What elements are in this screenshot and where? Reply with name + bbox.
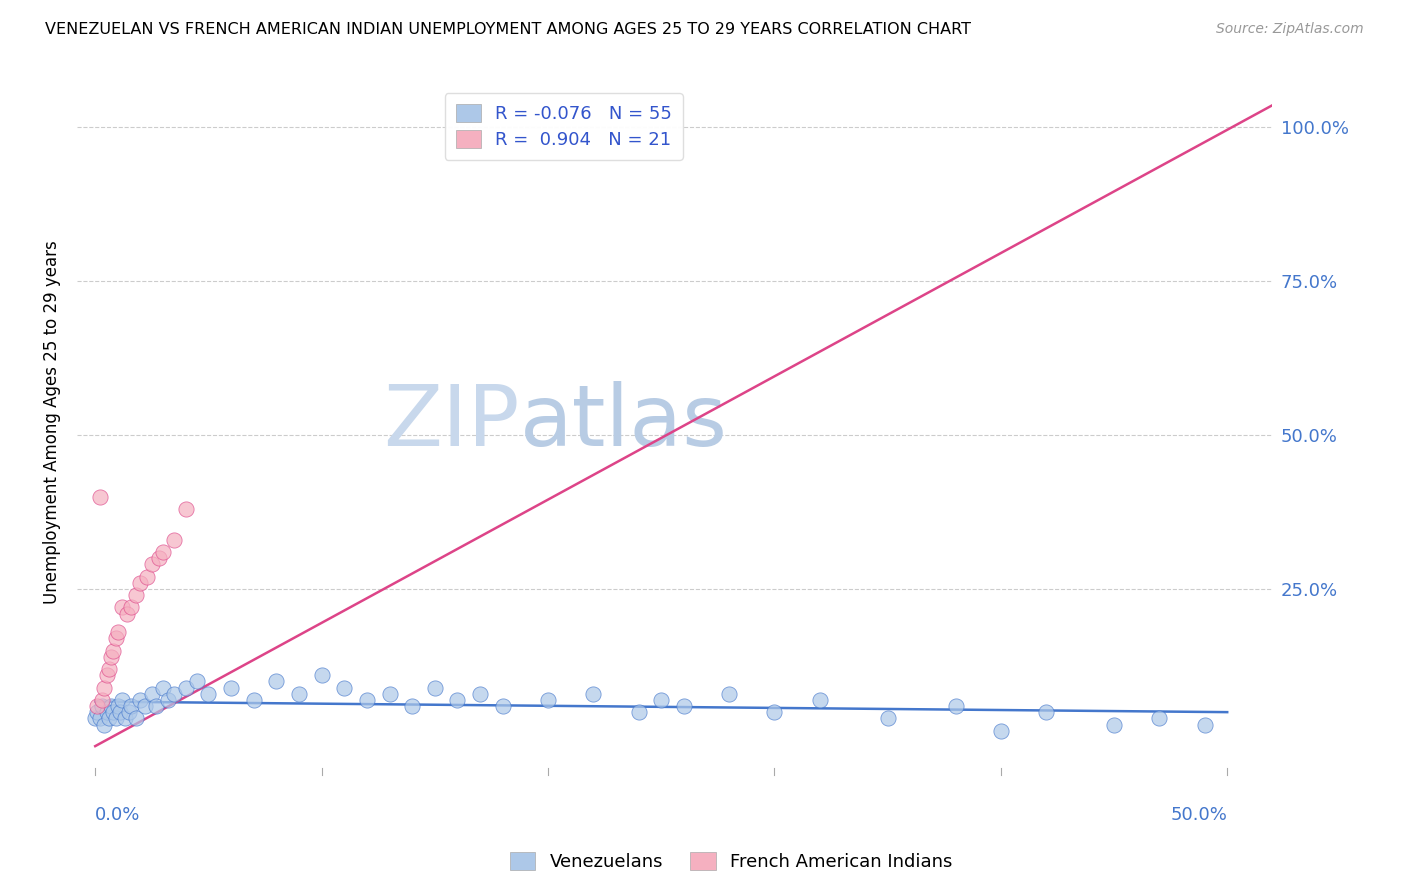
Point: [197, 687, 219, 701]
Point: [100, 699, 122, 714]
Text: 50.0%: 50.0%: [1170, 805, 1227, 823]
Point: [163, 533, 186, 547]
Point: [1102, 717, 1125, 731]
Point: [174, 501, 197, 516]
Point: [129, 693, 152, 707]
Point: [152, 681, 174, 695]
Point: [876, 711, 898, 725]
Point: [423, 681, 446, 695]
Point: [446, 693, 468, 707]
Point: [104, 632, 127, 646]
Point: [186, 674, 208, 689]
Point: [136, 569, 159, 583]
Point: [93, 681, 115, 695]
Point: [266, 674, 288, 689]
Y-axis label: Unemployment Among Ages 25 to 29 years: Unemployment Among Ages 25 to 29 years: [44, 241, 60, 605]
Point: [103, 643, 125, 657]
Point: [89, 490, 111, 504]
Point: [627, 705, 650, 719]
Point: [174, 681, 197, 695]
Point: [333, 681, 356, 695]
Point: [242, 693, 264, 707]
Point: [582, 687, 605, 701]
Point: [96, 705, 118, 719]
Point: [763, 705, 786, 719]
Point: [134, 699, 156, 714]
Point: [97, 662, 120, 676]
Point: [311, 668, 333, 682]
Point: [718, 687, 741, 701]
Point: [990, 723, 1012, 738]
Point: [672, 699, 695, 714]
Point: [114, 711, 136, 725]
Point: [107, 699, 129, 714]
Point: [141, 687, 163, 701]
Text: 0.0%: 0.0%: [96, 805, 141, 823]
Point: [125, 588, 148, 602]
Point: [86, 705, 108, 719]
Point: [1149, 711, 1171, 725]
Point: [89, 711, 111, 725]
Point: [537, 693, 560, 707]
Point: [96, 668, 118, 682]
Point: [97, 711, 120, 725]
Point: [808, 693, 831, 707]
Point: [111, 693, 134, 707]
Point: [945, 699, 967, 714]
Point: [1194, 717, 1216, 731]
Point: [219, 681, 242, 695]
Point: [91, 699, 114, 714]
Point: [103, 705, 125, 719]
Point: [120, 699, 142, 714]
Point: [492, 699, 515, 714]
Text: VENEZUELAN VS FRENCH AMERICAN INDIAN UNEMPLOYMENT AMONG AGES 25 TO 29 YEARS CORR: VENEZUELAN VS FRENCH AMERICAN INDIAN UNE…: [45, 22, 972, 37]
Point: [650, 693, 672, 707]
Point: [120, 600, 142, 615]
Point: [115, 607, 138, 621]
Point: [111, 600, 134, 615]
Point: [148, 551, 170, 566]
Point: [356, 693, 378, 707]
Point: [84, 711, 107, 725]
Point: [91, 693, 114, 707]
Point: [129, 575, 152, 590]
Legend: Venezuelans, French American Indians: Venezuelans, French American Indians: [503, 846, 959, 879]
Point: [288, 687, 311, 701]
Text: Source: ZipAtlas.com: Source: ZipAtlas.com: [1216, 22, 1364, 37]
Text: atlas: atlas: [519, 381, 727, 464]
Point: [401, 699, 423, 714]
Point: [86, 699, 108, 714]
Point: [104, 711, 127, 725]
Point: [145, 699, 167, 714]
Point: [100, 649, 122, 664]
Point: [141, 558, 163, 572]
Point: [125, 711, 148, 725]
Text: ZIP: ZIP: [382, 381, 519, 464]
Point: [93, 717, 115, 731]
Point: [118, 705, 141, 719]
Point: [163, 687, 186, 701]
Legend: R = -0.076   N = 55, R =  0.904   N = 21: R = -0.076 N = 55, R = 0.904 N = 21: [444, 94, 683, 160]
Point: [108, 705, 131, 719]
Point: [468, 687, 491, 701]
Point: [156, 693, 179, 707]
Point: [152, 545, 174, 559]
Point: [378, 687, 401, 701]
Point: [1035, 705, 1057, 719]
Point: [107, 625, 129, 640]
